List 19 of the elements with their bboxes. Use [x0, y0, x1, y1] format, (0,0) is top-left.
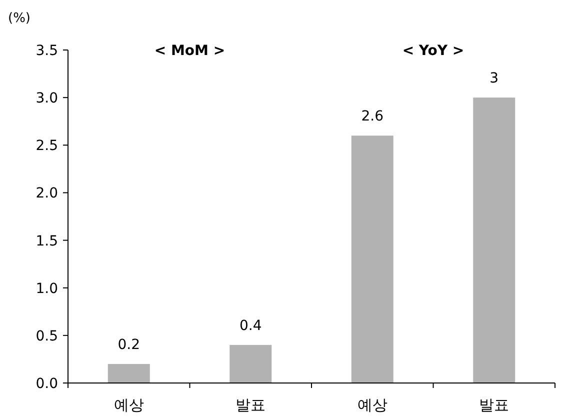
data-label: 3	[490, 70, 499, 87]
xtick: 발표	[236, 396, 266, 414]
xtick: 발표	[479, 396, 510, 414]
ytick: 2.5	[36, 138, 58, 154]
data-label: 0.4	[240, 318, 262, 334]
ylabel: (%)	[8, 11, 30, 26]
xtick: 예상	[114, 396, 144, 414]
ytick: 1.5	[36, 233, 58, 250]
ytick: 0.5	[36, 328, 58, 344]
ytick: 2.0	[36, 186, 58, 202]
annotation: < YoY >	[402, 43, 464, 59]
annotation: < MoM >	[154, 43, 226, 59]
data-label: 0.2	[118, 336, 140, 353]
ytick: 1.0	[36, 280, 58, 297]
ytick: 3.0	[36, 90, 58, 107]
ytick: 3.5	[36, 43, 58, 59]
xtick: 예상	[357, 396, 388, 414]
ytick: 0.0	[36, 376, 58, 392]
data-label: 2.6	[361, 108, 384, 125]
